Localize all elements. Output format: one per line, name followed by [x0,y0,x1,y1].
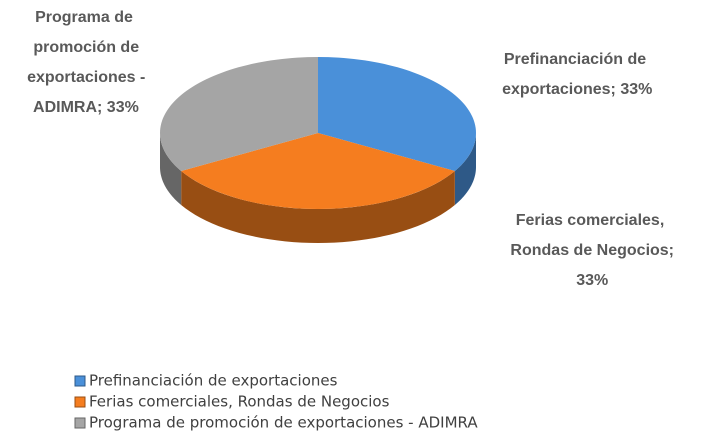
data-label-line: 33% [572,272,608,289]
legend-swatch [74,417,86,429]
slice-side [454,133,476,205]
data-label-line: Ferias comerciales, [516,212,665,229]
data-label-line: exportaciones; 33% [498,81,653,98]
legend-label: Programa de promoción de exportaciones -… [89,414,478,432]
legend-label: Prefinanciación de exportaciones [89,372,338,390]
data-label-line: Programa de [35,9,133,26]
data-label-line: promoción de [29,39,139,56]
data-label-line: ADIMRA; 33% [29,99,139,116]
slice-side [160,133,182,205]
legend-swatch [74,396,86,408]
data-label-line: exportaciones - [23,69,146,86]
slice [181,133,455,209]
slice [160,57,318,171]
data-label: Prefinanciación de exportaciones; 33% [498,51,653,98]
data-label: Programa de promoción de exportaciones -… [23,9,146,116]
legend-label: Ferias comerciales, Rondas de Negocios [89,393,390,411]
slice-side [181,171,455,243]
data-label-line: Prefinanciación de [504,51,646,68]
slice [318,57,476,171]
legend-swatch [74,375,86,387]
data-label-line: Rondas de Negocios; [506,242,674,259]
data-label: Ferias comerciales, Rondas de Negocios; … [506,212,674,289]
